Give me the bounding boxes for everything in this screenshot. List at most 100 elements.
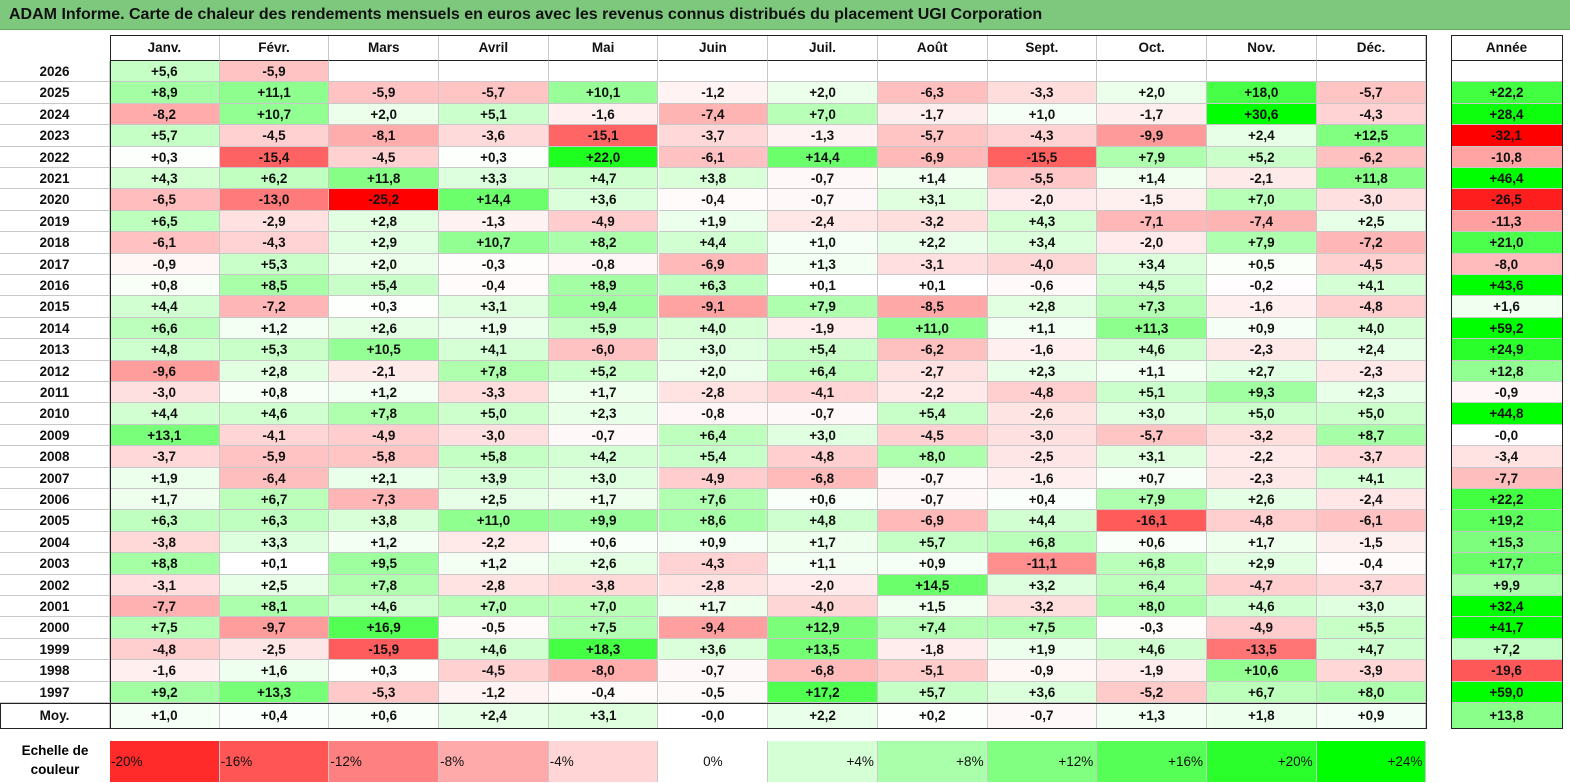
- heatmap-cell: +11,3: [1097, 317, 1207, 340]
- chart-title: ADAM Informe. Carte de chaleur des rende…: [0, 0, 1570, 30]
- heatmap-cell: -5,7: [439, 82, 549, 104]
- heatmap-cell: -7,2: [219, 296, 330, 318]
- heatmap-cell: -1,7: [1097, 103, 1207, 126]
- heatmap-cell: +4,2: [548, 446, 659, 468]
- average-year-cell: +13,8: [1451, 703, 1563, 729]
- heatmap-cell: +11,8: [329, 168, 440, 190]
- heatmap-cell: -6,9: [658, 253, 769, 275]
- heatmap-cell: +7,9: [1097, 489, 1207, 511]
- heatmap-cell: -2,3: [1316, 360, 1427, 382]
- scale-swatch: +24%: [1316, 741, 1427, 782]
- heatmap-cell: +1,1: [987, 317, 1098, 340]
- heatmap-cell: +5,4: [877, 403, 988, 425]
- year-total-cell: -0,0: [1451, 424, 1563, 447]
- heatmap-cell: +4,8: [110, 339, 220, 361]
- heatmap-cell: +7,9: [1097, 146, 1207, 168]
- heatmap-cell: [987, 61, 1098, 83]
- heatmap-cell: +2,2: [877, 232, 988, 254]
- heatmap-cell: +0,1: [219, 553, 330, 575]
- heatmap-cell: -3,6: [439, 125, 549, 147]
- heatmap-cell: +1,4: [877, 168, 988, 190]
- year-total-cell: -10,8: [1451, 146, 1563, 168]
- heatmap-cell: +7,0: [1207, 189, 1317, 211]
- heatmap-cell: -2,7: [877, 360, 988, 382]
- heatmap-cell: [548, 61, 659, 83]
- heatmap-cell: -2,4: [768, 210, 878, 233]
- heatmap-cell: -1,3: [439, 210, 549, 233]
- heatmap-cell: +5,0: [439, 403, 549, 425]
- heatmap-cell: +1,0: [987, 103, 1098, 126]
- year-total-cell: +17,7: [1451, 553, 1563, 575]
- row-year-label: 2023: [0, 125, 110, 147]
- row-year-label: 2014: [0, 317, 110, 340]
- heatmap-cell: +0,6: [768, 489, 878, 511]
- heatmap-cell: +6,4: [1097, 574, 1207, 596]
- heatmap-cell: +4,4: [110, 403, 220, 425]
- heatmap-cell: +5,7: [110, 125, 220, 147]
- heatmap-cell: -5,3: [329, 681, 440, 703]
- heatmap-cell: -0,7: [877, 467, 988, 489]
- heatmap-cell: +2,6: [1207, 489, 1317, 511]
- heatmap-cell: +2,5: [219, 574, 330, 596]
- heatmap-cell: +0,8: [110, 275, 220, 297]
- heatmap-cell: -3,3: [987, 82, 1098, 104]
- month-header: Août: [877, 35, 988, 61]
- heatmap-cell: [439, 61, 549, 83]
- heatmap-cell: +7,5: [987, 617, 1098, 639]
- heatmap-cell: +4,8: [768, 510, 878, 532]
- scale-swatch: -20%: [110, 741, 220, 782]
- month-header: Nov.: [1207, 35, 1317, 61]
- heatmap-cell: +14,5: [877, 574, 988, 596]
- heatmap-cell: +4,6: [1097, 638, 1207, 661]
- heatmap-cell: +6,4: [658, 424, 769, 447]
- heatmap-cell: +18,0: [1207, 82, 1317, 104]
- heatmap-cell: +1,7: [110, 489, 220, 511]
- heatmap-cell: +22,0: [548, 146, 659, 168]
- heatmap-cell: +1,7: [548, 489, 659, 511]
- year-total-cell: -26,5: [1451, 189, 1563, 211]
- heatmap-cell: +5,2: [548, 360, 659, 382]
- heatmap-cell: +10,6: [1207, 660, 1317, 682]
- heatmap-cell: -1,2: [658, 82, 769, 104]
- month-header: Janv.: [110, 35, 220, 61]
- month-header: Juin: [658, 35, 769, 61]
- heatmap-cell: +7,9: [1207, 232, 1317, 254]
- heatmap-cell: -0,7: [768, 189, 878, 211]
- heatmap-cell: +7,8: [329, 403, 440, 425]
- heatmap-cell: +3,3: [219, 531, 330, 554]
- year-total-cell: +7,2: [1451, 638, 1563, 661]
- heatmap-cell: -1,5: [1316, 531, 1427, 554]
- heatmap-cell: +3,9: [439, 467, 549, 489]
- heatmap-cell: -8,5: [877, 296, 988, 318]
- heatmap-cell: -6,3: [877, 82, 988, 104]
- heatmap-cell: -6,2: [1316, 146, 1427, 168]
- heatmap-cell: -0,4: [439, 275, 549, 297]
- heatmap-cell: -2,8: [439, 574, 549, 596]
- heatmap-cell: -4,5: [219, 125, 330, 147]
- heatmap-cell: -1,7: [877, 103, 988, 126]
- heatmap-cell: +6,4: [768, 360, 878, 382]
- heatmap-cell: -1,6: [1207, 296, 1317, 318]
- heatmap-cell: -4,7: [1207, 574, 1317, 596]
- heatmap-cell: +5,8: [439, 446, 549, 468]
- heatmap-cell: -0,4: [1316, 553, 1427, 575]
- heatmap-cell: -1,6: [987, 339, 1098, 361]
- average-cell: +1,3: [1097, 703, 1207, 729]
- heatmap-cell: +2,9: [329, 232, 440, 254]
- heatmap-cell: +1,9: [987, 638, 1098, 661]
- heatmap-cell: +7,0: [768, 103, 878, 126]
- row-year-label: 2013: [0, 339, 110, 361]
- heatmap-cell: -5,9: [329, 82, 440, 104]
- heatmap-cell: -3,1: [877, 253, 988, 275]
- heatmap-cell: +11,0: [439, 510, 549, 532]
- heatmap-cell: +0,3: [110, 146, 220, 168]
- heatmap-cell: [877, 61, 988, 83]
- heatmap-cell: -2,4: [1316, 489, 1427, 511]
- heatmap-cell: -7,4: [1207, 210, 1317, 233]
- year-total-cell: +19,2: [1451, 510, 1563, 532]
- heatmap-cell: +6,3: [219, 510, 330, 532]
- heatmap-cell: -4,9: [548, 210, 659, 233]
- heatmap-cell: +17,2: [768, 681, 878, 703]
- heatmap-cell: +5,9: [548, 317, 659, 340]
- year-total-cell: +22,2: [1451, 82, 1563, 104]
